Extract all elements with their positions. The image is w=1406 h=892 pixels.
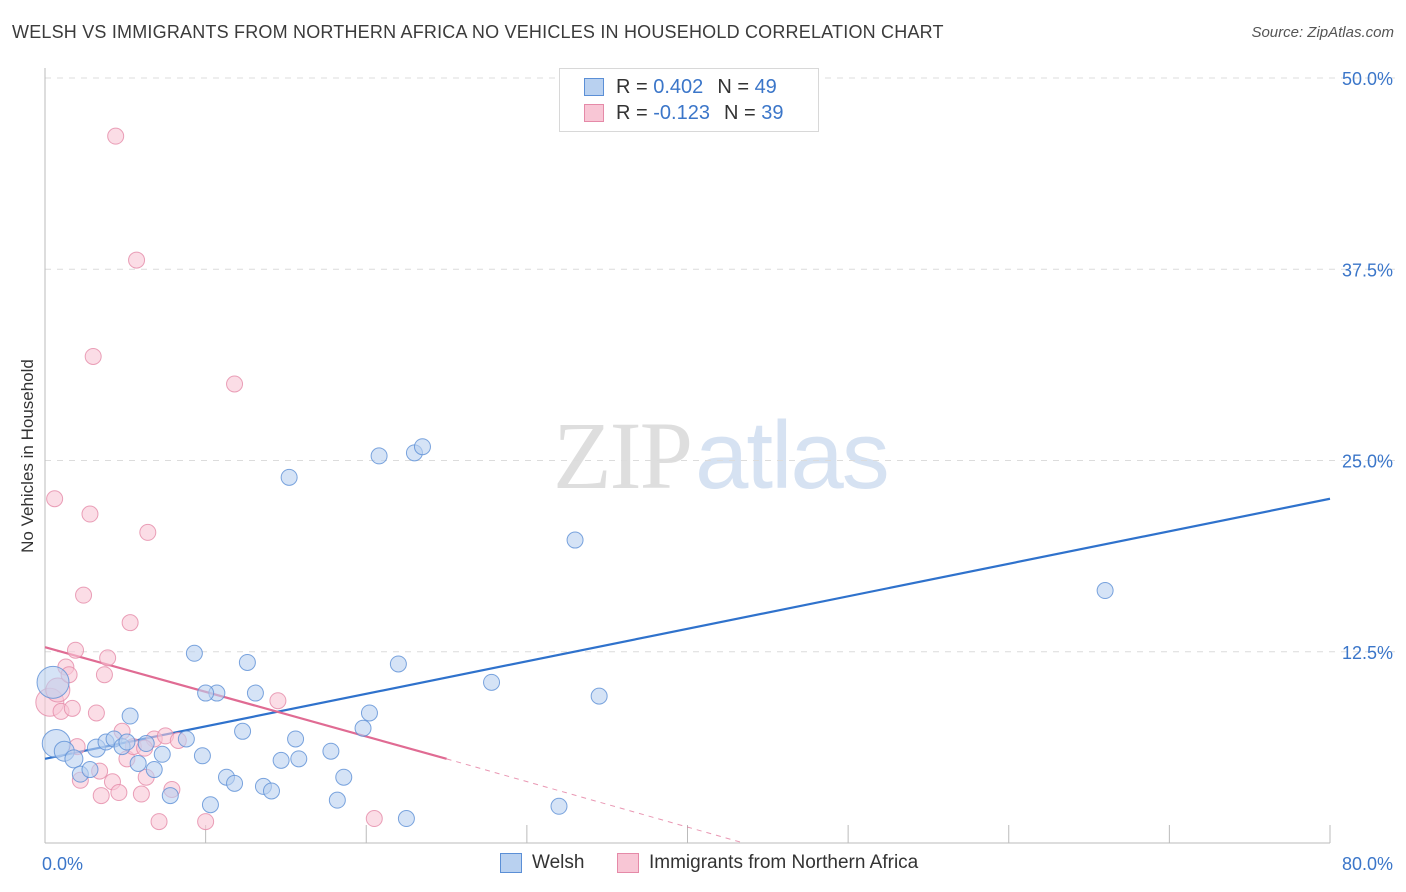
immigrants-point — [84, 347, 102, 365]
welsh-point — [201, 796, 219, 814]
welsh-point — [64, 749, 84, 769]
immigrants-point — [107, 127, 125, 145]
welsh-point — [550, 797, 568, 815]
y-tick-label: 37.5% — [1342, 260, 1393, 280]
welsh-point — [354, 719, 372, 737]
immigrants-point — [121, 614, 139, 632]
welsh-trend-line — [44, 497, 1331, 760]
y-tick-label: 25.0% — [1342, 452, 1393, 472]
immigrants-point — [150, 813, 168, 831]
welsh-point — [566, 531, 584, 549]
welsh-point — [226, 774, 244, 792]
bottom-legend-immigrants: Immigrants from Northern Africa — [617, 852, 918, 874]
immigrants-point — [197, 813, 215, 831]
welsh-point — [413, 438, 431, 456]
welsh-point — [360, 704, 378, 722]
immigrants-trend-line — [44, 646, 447, 760]
immigrants-r-label: R = — [616, 101, 648, 124]
immigrants-point — [92, 787, 110, 805]
points-layer — [35, 127, 1114, 831]
welsh-point — [145, 761, 163, 779]
welsh-point — [262, 782, 280, 800]
welsh-point — [322, 742, 340, 760]
welsh-point — [389, 655, 407, 673]
welsh-point — [197, 684, 215, 702]
bottom-immigrants-label: Immigrants from Northern Africa — [649, 852, 919, 873]
welsh-r-value: 0.402 — [653, 75, 704, 98]
welsh-point — [397, 810, 415, 828]
x-tick-label-min: 0.0% — [42, 854, 83, 874]
welsh-point — [193, 747, 211, 765]
welsh-point — [483, 673, 501, 691]
immigrants-swatch — [584, 104, 604, 122]
welsh-point — [118, 733, 136, 751]
welsh-r-label: R = — [616, 75, 648, 98]
welsh-point — [234, 722, 252, 740]
y-tick-label: 12.5% — [1342, 643, 1393, 663]
immigrants-point — [87, 704, 105, 722]
y-tick-label: 50.0% — [1342, 69, 1393, 89]
immigrants-r-value: -0.123 — [653, 101, 710, 124]
immigrants-point — [139, 523, 157, 541]
welsh-point — [185, 644, 203, 662]
y-axis-label: No Vehicles in Household — [18, 359, 37, 553]
tick-labels: 12.5% 25.0% 37.5% 50.0% 0.0% 80.0% — [42, 69, 1393, 874]
immigrants-point — [365, 810, 383, 828]
immigrants-point — [110, 784, 128, 802]
welsh-point — [370, 447, 388, 465]
welsh-point — [129, 754, 147, 772]
welsh-point — [290, 750, 308, 768]
welsh-point — [177, 730, 195, 748]
bottom-welsh-swatch — [500, 853, 522, 873]
welsh-point — [137, 735, 155, 753]
welsh-point — [161, 787, 179, 805]
grid-layer — [45, 77, 1395, 653]
immigrants-point — [128, 251, 146, 269]
watermark: ZIPatlas — [553, 400, 890, 511]
trend-lines — [44, 497, 1331, 844]
immigrants-trend-extension — [446, 758, 744, 844]
correlation-legend: R = 0.402 N = 49 R = -0.123 N = 39 — [559, 68, 819, 132]
bottom-legend-welsh: Welsh — [500, 852, 584, 874]
welsh-point — [272, 751, 290, 769]
legend-row-welsh: R = 0.402 N = 49 — [584, 75, 777, 99]
welsh-n-label: N = — [717, 75, 749, 98]
legend-row-immigrants: R = -0.123 N = 39 — [584, 101, 783, 125]
welsh-point — [328, 791, 346, 809]
watermark-zip: ZIP — [553, 402, 693, 509]
welsh-point — [335, 768, 353, 786]
immigrants-point — [75, 586, 93, 604]
immigrants-n-value: 39 — [761, 101, 784, 124]
immigrants-point — [95, 666, 113, 684]
welsh-point — [238, 653, 256, 671]
bottom-immigrants-swatch — [617, 853, 639, 873]
welsh-point — [81, 761, 99, 779]
welsh-point — [153, 745, 171, 763]
immigrants-point — [99, 649, 117, 667]
immigrants-point — [46, 490, 64, 508]
immigrants-point — [81, 505, 99, 523]
welsh-point — [590, 687, 608, 705]
welsh-swatch — [584, 78, 604, 96]
x-tick-label-max: 80.0% — [1342, 854, 1393, 874]
welsh-point — [1096, 582, 1114, 600]
immigrants-point — [226, 375, 244, 393]
immigrants-point — [63, 699, 81, 717]
welsh-point — [36, 665, 70, 699]
immigrants-point — [132, 785, 150, 803]
welsh-point — [246, 684, 264, 702]
welsh-point — [121, 707, 139, 725]
chart-title: WELSH VS IMMIGRANTS FROM NORTHERN AFRICA… — [12, 22, 944, 42]
welsh-n-value: 49 — [754, 75, 777, 98]
immigrants-point — [269, 692, 287, 710]
bottom-welsh-label: Welsh — [532, 852, 585, 873]
immigrants-n-label: N = — [723, 101, 756, 124]
welsh-point — [280, 468, 298, 486]
source-credit: Source: ZipAtlas.com — [1251, 24, 1394, 41]
welsh-point — [287, 730, 305, 748]
immigrants-point — [67, 641, 85, 659]
watermark-atlas: atlas — [695, 402, 890, 509]
